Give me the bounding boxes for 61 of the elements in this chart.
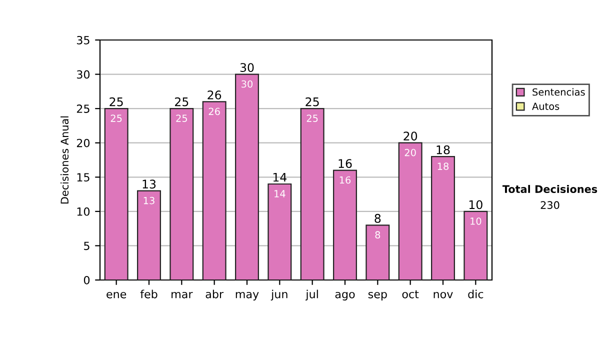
y-tick-label: 10 bbox=[77, 207, 90, 216]
x-tick-label: ago bbox=[335, 292, 355, 300]
x-tick-label: feb bbox=[140, 290, 158, 298]
data-label: 13 bbox=[144, 196, 154, 204]
data-label: 8 bbox=[375, 231, 380, 239]
y-tick-label: 15 bbox=[77, 173, 90, 182]
total-label: 25 bbox=[306, 97, 319, 106]
total-label: 26 bbox=[208, 90, 222, 100]
y-tick-label: 0 bbox=[84, 276, 90, 284]
x-tick-label: mar bbox=[172, 292, 193, 298]
y-tick-label: 5 bbox=[84, 242, 90, 250]
data-label: 25 bbox=[306, 114, 318, 122]
total-label: 18 bbox=[436, 145, 450, 154]
x-tick-label: jul bbox=[306, 290, 318, 300]
bar bbox=[431, 156, 455, 280]
bar bbox=[268, 183, 292, 280]
x-tick-label: nov bbox=[434, 292, 453, 298]
data-label: 25 bbox=[176, 114, 188, 122]
legend-label: Autos bbox=[532, 102, 560, 110]
total-label: 10 bbox=[469, 200, 482, 210]
bar bbox=[464, 210, 488, 280]
bar bbox=[104, 108, 128, 280]
x-tick-label: ene bbox=[106, 292, 126, 298]
data-label: 18 bbox=[438, 162, 449, 170]
bar bbox=[366, 224, 390, 280]
data-label: 30 bbox=[242, 80, 253, 88]
total-label: 25 bbox=[110, 97, 123, 106]
data-label: 16 bbox=[340, 176, 351, 184]
y-tick-label: 30 bbox=[76, 70, 90, 79]
x-tick-label: abr bbox=[206, 290, 224, 298]
bar bbox=[300, 108, 324, 280]
bar bbox=[202, 101, 226, 280]
bar bbox=[333, 170, 357, 280]
x-tick-label: may bbox=[236, 292, 259, 300]
x-tick-label: sep bbox=[368, 292, 387, 300]
x-tick-label: dic bbox=[468, 290, 484, 298]
total-label: 16 bbox=[338, 159, 352, 168]
legend-label: Sentencias bbox=[532, 88, 585, 96]
bar bbox=[398, 142, 422, 280]
bar bbox=[170, 108, 194, 280]
data-label: 14 bbox=[274, 190, 286, 198]
total-label: 25 bbox=[175, 97, 188, 106]
total-label: 20 bbox=[404, 132, 418, 141]
y-tick-label: 35 bbox=[76, 36, 90, 44]
y-axis-title: Decisiones Anual bbox=[60, 116, 69, 204]
y-tick-label: 20 bbox=[76, 138, 90, 148]
data-label: 10 bbox=[470, 217, 482, 225]
total-label: 13 bbox=[142, 180, 156, 189]
x-tick-label: oct bbox=[402, 290, 419, 298]
bar bbox=[235, 74, 259, 280]
total-label: 8 bbox=[374, 214, 381, 223]
text: 230 bbox=[540, 201, 560, 210]
y-tick-label: 25 bbox=[76, 104, 90, 113]
text: Total Decisiones bbox=[502, 184, 598, 194]
total-label: 14 bbox=[273, 172, 287, 182]
total-label: 30 bbox=[240, 63, 254, 72]
x-tick-label: jun bbox=[270, 290, 288, 300]
data-label: 26 bbox=[208, 108, 220, 116]
bar bbox=[137, 190, 161, 280]
data-label: 20 bbox=[404, 148, 416, 156]
data-label: 25 bbox=[110, 114, 122, 122]
